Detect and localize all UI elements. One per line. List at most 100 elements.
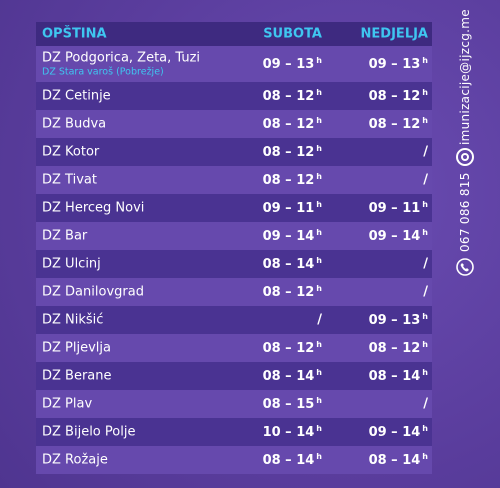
hours-cell: 08 – 12 h — [369, 88, 428, 104]
hour-suffix: h — [316, 143, 322, 153]
hour-suffix: h — [316, 227, 322, 237]
table-row: DZ Ulcinj 08 – 14 h / — [36, 250, 432, 278]
table-row: DZ Bijelo Polje 10 – 14 h 09 – 14 h — [36, 418, 432, 446]
municipality: DZ Berane — [42, 368, 112, 384]
municipality: DZ Bar — [42, 228, 88, 244]
hours-cell: 09 – 13 h — [369, 56, 428, 72]
hours-cell: 09 – 11 h — [263, 200, 322, 216]
hours: 09 – 11 — [262, 201, 315, 217]
table-row: DZ Tivat 08 – 12 h / — [36, 166, 432, 194]
table-row: DZ Pljevlja 08 – 12 h 08 – 12 h — [36, 334, 432, 362]
municipality: DZ Cetinje — [42, 88, 111, 104]
hours-cell: 08 – 12 h — [263, 144, 322, 160]
hours-cell: 08 – 14 h — [369, 452, 428, 468]
municipality: DZ Rožaje — [42, 452, 108, 468]
hours: 08 – 15 — [262, 397, 315, 413]
hours-cell: 09 – 11 h — [369, 200, 428, 216]
hours: 08 – 12 — [262, 173, 315, 189]
municipality-cell: DZ Tivat — [42, 173, 97, 188]
hours-cell: / — [423, 173, 428, 188]
hours-cell: 08 – 12 h — [263, 284, 322, 300]
municipality: DZ Herceg Novi — [42, 200, 145, 216]
municipality: DZ Danilovgrad — [42, 284, 144, 300]
table-row: DZ Nikšić / 09 – 13 h — [36, 306, 432, 334]
hours-cell: 08 – 14 h — [263, 256, 322, 272]
hours: 08 – 12 — [368, 341, 421, 357]
hours: 08 – 14 — [368, 369, 421, 385]
hours-cell: 08 – 12 h — [369, 116, 428, 132]
table-row: DZ Bar 09 – 14 h 09 – 14 h — [36, 222, 432, 250]
hour-suffix: h — [422, 367, 428, 377]
hour-suffix: h — [316, 55, 322, 65]
municipality: DZ Plav — [42, 396, 93, 412]
hour-suffix: h — [422, 311, 428, 321]
hours-cell: 08 – 12 h — [263, 172, 322, 188]
hour-suffix: h — [316, 423, 322, 433]
table-row: DZ Plav 08 – 15 h / — [36, 390, 432, 418]
hours-cell: / — [423, 397, 428, 412]
email: imunizacije@ijzcg.me — [458, 9, 472, 145]
municipality-cell: DZ Ulcinj — [42, 257, 101, 272]
municipality-cell: DZ Bijelo Polje — [42, 425, 135, 440]
phone: 067 086 815 — [458, 172, 472, 252]
table-row: DZ Kotor 08 – 12 h / — [36, 138, 432, 166]
hours: 08 – 14 — [262, 257, 315, 273]
at-icon — [456, 148, 474, 166]
hour-suffix: h — [316, 199, 322, 209]
hours: 09 – 13 — [368, 313, 421, 329]
hour-suffix: h — [316, 255, 322, 265]
table-row: DZ Budva 08 – 12 h 08 – 12 h — [36, 110, 432, 138]
municipality-cell: DZ Bar — [42, 229, 87, 244]
hours: 08 – 14 — [262, 369, 315, 385]
sub-location: DZ Stara varoš (Pobrežje) — [42, 66, 164, 78]
hours-cell: 09 – 13 h — [263, 56, 322, 72]
hour-suffix: h — [422, 115, 428, 125]
hour-suffix: h — [422, 55, 428, 65]
hour-suffix: h — [422, 339, 428, 349]
hours: 08 – 12 — [262, 89, 315, 105]
hours: 09 – 13 — [368, 57, 421, 73]
municipality: DZ Budva — [42, 116, 107, 132]
municipality-cell: DZ Kotor — [42, 145, 99, 160]
municipality: DZ Kotor — [42, 144, 100, 160]
hour-suffix: h — [422, 87, 428, 97]
hour-suffix: h — [422, 199, 428, 209]
hours-cell: / — [423, 257, 428, 272]
hours: / — [423, 396, 428, 412]
hours: 08 – 12 — [262, 145, 315, 161]
hours: / — [423, 144, 428, 160]
municipality-cell: DZ Herceg Novi — [42, 201, 144, 216]
municipality-cell: DZ Nikšić — [42, 313, 103, 328]
municipality: DZ Tivat — [42, 172, 97, 188]
hours: 08 – 12 — [262, 285, 315, 301]
municipality: DZ Podgorica, Zeta, Tuzi — [42, 50, 201, 66]
table-row: DZ Rožaje 08 – 14 h 08 – 14 h — [36, 446, 432, 474]
table-row: DZ Cetinje 08 – 12 h 08 – 12 h — [36, 82, 432, 110]
hours-cell: 08 – 14 h — [263, 452, 322, 468]
municipality-cell: DZ Plav — [42, 397, 92, 412]
table-row: DZ Danilovgrad 08 – 12 h / — [36, 278, 432, 306]
hour-suffix: h — [316, 367, 322, 377]
hours-cell: / — [317, 313, 322, 328]
hour-suffix: h — [316, 451, 322, 461]
hour-suffix: h — [316, 339, 322, 349]
hours: 09 – 14 — [368, 229, 421, 245]
hours: 08 – 12 — [262, 341, 315, 357]
table-row: DZ Herceg Novi 09 – 11 h 09 – 11 h — [36, 194, 432, 222]
hours-cell: 08 – 14 h — [369, 368, 428, 384]
hours: 08 – 12 — [368, 89, 421, 105]
hours-cell: 09 – 14 h — [263, 228, 322, 244]
hours-cell: 08 – 15 h — [263, 396, 322, 412]
municipality-cell: DZ Podgorica, Zeta, Tuzi DZ Stara varoš (… — [42, 51, 200, 78]
hour-suffix: h — [422, 451, 428, 461]
municipality: DZ Ulcinj — [42, 256, 101, 272]
hours-cell: 09 – 14 h — [369, 424, 428, 440]
hours: 10 – 14 — [262, 425, 315, 441]
hours-cell: 10 – 14 h — [263, 424, 322, 440]
hour-suffix: h — [316, 171, 322, 181]
header-row: OPŠTINA SUBOTA NEDJELJA — [36, 22, 432, 46]
hours: 09 – 11 — [368, 201, 421, 217]
hours: 09 – 13 — [262, 57, 315, 73]
hours: 09 – 14 — [368, 425, 421, 441]
hours: 08 – 12 — [262, 117, 315, 133]
